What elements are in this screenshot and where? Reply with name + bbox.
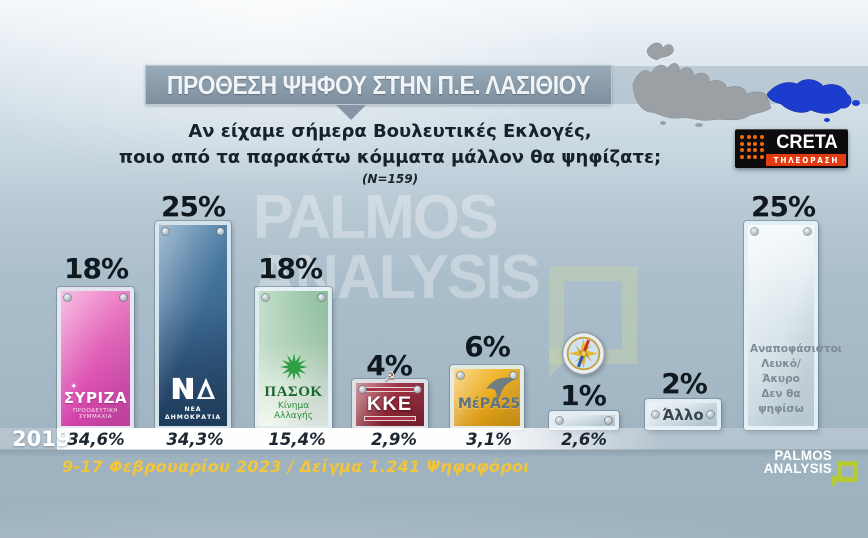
- screw-icon: [120, 294, 127, 301]
- bar-syriza: ΣΥΡΙΖΑ ✦ ΠΡΟΟΔΕΥΤΙΚΗ ΣΥΜΜΑΧΙΑ: [57, 287, 134, 430]
- undecided-label: Αναποφάσιστοι Λευκό/Άκυρο Δεν θα ψηφίσω: [750, 343, 842, 415]
- kke-stripe: [364, 416, 416, 421]
- bar-kke: ☭ ΚΚΕ: [352, 370, 428, 430]
- mera25-logo: ΜέΡΑ25: [454, 369, 520, 426]
- pasok-logo: ΠΑΣΟΚ Κίνημα Αλλαγής: [259, 352, 328, 421]
- prev-compass: 2,6%: [561, 430, 607, 449]
- pct-kke: 4%: [366, 349, 413, 382]
- palmos-analysis-logo: PALMOS ANALYSIS: [763, 447, 832, 476]
- screw-icon: [262, 294, 269, 301]
- screw-icon: [318, 294, 325, 301]
- screw-icon: [217, 228, 224, 235]
- pct-pasok: 18%: [257, 252, 323, 285]
- prev-pasok: 15,4%: [268, 430, 326, 449]
- other-label: Άλλο: [662, 405, 704, 424]
- prev-year-label: 2019: [12, 427, 71, 451]
- background-bottom-wave: [0, 468, 868, 538]
- creta-sub: ΤΗΛΕΟΡΑΣΗ: [773, 155, 839, 165]
- pct-undecided: 25%: [750, 190, 816, 223]
- nd-monogram-icon: [172, 377, 216, 400]
- title-pointer-icon: [336, 105, 366, 120]
- screw-icon: [162, 228, 169, 235]
- screw-icon: [804, 228, 811, 235]
- compass-party-logo: [561, 331, 606, 376]
- sample-size-label: (Ν=159): [361, 172, 419, 186]
- bar-nea-dimokratia: ΝΕΑ ΔΗΜΟΚΡΑΤΙΑ: [155, 221, 231, 430]
- screw-icon: [359, 386, 366, 393]
- pct-other: 2%: [661, 367, 708, 400]
- screw-icon: [414, 386, 421, 393]
- fieldwork-note: 9-17 Φεβρουαρίου 2023 / Δείγμα 1.241 Ψηφ…: [62, 457, 530, 476]
- bar-pasok: ΠΑΣΟΚ Κίνημα Αλλαγής: [255, 287, 332, 430]
- page-title: ΠΡΟΘΕΣΗ ΨΗΦΟΥ ΣΤΗΝ Π.Ε. ΛΑΣΙΘΙΟΥ: [166, 69, 591, 100]
- palmos-square-icon: [832, 461, 858, 487]
- palmos-watermark-line1: PALMOS: [253, 183, 499, 252]
- screw-icon: [457, 372, 464, 379]
- prev-mera25: 3,1%: [466, 430, 512, 449]
- screw-icon: [707, 410, 714, 418]
- star-icon: ✦: [70, 382, 78, 392]
- pct-nd: 25%: [160, 190, 226, 223]
- crete-map-west: [646, 42, 674, 61]
- screw-icon: [510, 372, 517, 379]
- title-band: ΠΡΟΘΕΣΗ ΨΗΦΟΥ ΣΤΗΝ Π.Ε. ΛΑΣΙΘΙΟΥ: [145, 65, 612, 105]
- kke-logo: ΚΚΕ: [362, 387, 418, 421]
- screw-icon: [556, 416, 563, 424]
- swallow-icon: [486, 377, 516, 401]
- screw-icon: [64, 294, 71, 301]
- prev-syriza: 34,6%: [67, 430, 125, 449]
- screw-icon: [751, 228, 758, 235]
- bar-mera25: ΜέΡΑ25: [450, 365, 524, 430]
- pct-mera25: 6%: [464, 330, 511, 363]
- crete-map-body: [632, 63, 772, 121]
- crete-map: [632, 42, 860, 127]
- screw-icon: [605, 416, 612, 424]
- prev-nd: 34,3%: [166, 430, 224, 449]
- pct-compass: 1%: [560, 379, 607, 412]
- prev-kke: 2,9%: [371, 430, 417, 449]
- kke-stripe: [364, 387, 416, 392]
- bar-other: Άλλο: [645, 399, 721, 430]
- poll-question-line2: ποιο από τα παρακάτω κόμματα μάλλον θα ψ…: [118, 147, 662, 168]
- screw-icon: [652, 410, 659, 418]
- baseline-shadow: [0, 449, 868, 458]
- hammer-sickle-icon: ☭: [384, 370, 396, 385]
- poll-question-line1: Αν είχαμε σήμερα Βουλευτικές Εκλογές,: [188, 121, 592, 142]
- creta-tv-logo: CRETA ΤΗΛΕΟΡΑΣΗ: [735, 129, 848, 168]
- poll-question: Αν είχαμε σήμερα Βουλευτικές Εκλογές, πο…: [90, 119, 690, 171]
- creta-dots-icon: [740, 135, 764, 159]
- lasithi-highlight: [766, 79, 852, 114]
- syriza-logo: ΣΥΡΙΖΑ ✦ ΠΡΟΟΔΕΥΤΙΚΗ ΣΥΜΜΑΧΙΑ: [63, 382, 128, 420]
- creta-name: CRETA: [776, 132, 838, 153]
- pasok-sun-icon: [279, 353, 308, 381]
- nea-dimokratia-logo: ΝΕΑ ΔΗΜΟΚΡΑΤΙΑ: [159, 376, 227, 421]
- pct-syriza: 18%: [63, 252, 129, 285]
- bar-undecided: Αναποφάσιστοι Λευκό/Άκυρο Δεν θα ψηφίσω: [744, 221, 842, 430]
- prev-results-strip: [57, 428, 662, 450]
